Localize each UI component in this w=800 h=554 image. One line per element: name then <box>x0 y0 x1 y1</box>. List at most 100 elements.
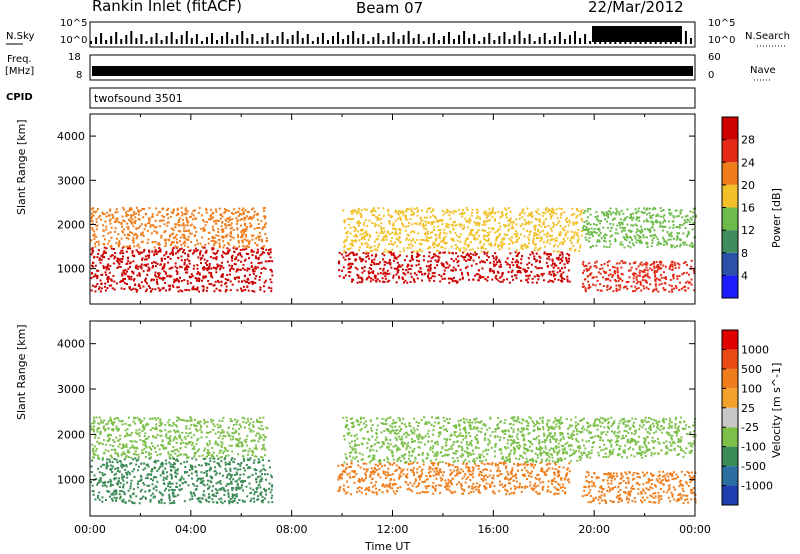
echo-cell <box>254 491 257 494</box>
echo-cell <box>91 227 94 230</box>
echo-cell <box>426 233 429 236</box>
nsky-bar <box>538 37 541 44</box>
echo-cell <box>683 222 686 225</box>
echo-cell <box>451 280 454 283</box>
echo-cell <box>239 441 242 444</box>
echo-cell <box>120 225 123 228</box>
echo-cell <box>566 275 569 278</box>
ytick-label: 3000 <box>57 174 85 187</box>
echo-cell <box>426 247 429 250</box>
echo-cell <box>371 271 374 274</box>
echo-cell <box>568 280 571 283</box>
echo-cell <box>399 229 402 232</box>
echo-cell <box>461 277 464 280</box>
echo-cell <box>208 263 211 266</box>
echo-cell <box>195 217 198 220</box>
echo-cell <box>188 419 191 422</box>
echo-cell <box>512 264 515 267</box>
echo-cell <box>243 222 246 225</box>
colorbar-tick-label: 1000 <box>741 343 769 356</box>
echo-cell <box>418 260 421 263</box>
echo-cell <box>373 248 376 251</box>
echo-cell <box>548 272 551 275</box>
freq-bottom-tick: 8 <box>76 70 83 81</box>
echo-cell <box>516 254 519 257</box>
echo-cell <box>117 233 120 236</box>
echo-cell <box>446 209 449 212</box>
echo-cell <box>386 230 389 233</box>
echo-cell <box>175 238 178 241</box>
echo-cell <box>515 259 518 262</box>
echo-cell <box>380 230 383 233</box>
echo-cell <box>227 495 230 498</box>
echo-cell <box>205 289 208 292</box>
echo-cell <box>177 257 180 260</box>
echo-cell <box>531 215 534 218</box>
echo-cell <box>147 266 150 269</box>
echo-cell <box>209 460 212 463</box>
echo-cell <box>178 223 181 226</box>
echo-cell <box>224 227 227 230</box>
echo-cell <box>242 489 245 492</box>
echo-cell <box>671 265 674 268</box>
echo-cell <box>135 237 138 240</box>
echo-cell <box>484 213 487 216</box>
echo-cell <box>115 218 118 221</box>
echo-cell <box>357 276 360 279</box>
echo-cell <box>236 468 239 471</box>
echo-cell <box>90 471 93 474</box>
echo-cell <box>394 230 397 233</box>
echo-cell <box>375 262 378 265</box>
echo-cell <box>231 501 234 504</box>
echo-cell <box>601 267 604 270</box>
echo-cell <box>132 271 135 274</box>
echo-cell <box>146 484 149 487</box>
echo-cell <box>668 284 671 287</box>
nsky-bar <box>316 37 319 44</box>
echo-cell <box>605 246 608 249</box>
echo-cell <box>118 477 121 480</box>
echo-cell <box>198 290 201 293</box>
echo-cell <box>262 285 265 288</box>
echo-cell <box>204 243 207 246</box>
echo-cell <box>600 289 603 292</box>
echo-cell <box>255 488 258 491</box>
echo-cell <box>212 244 215 247</box>
nsky-bar <box>437 40 440 44</box>
echo-cell <box>415 264 418 267</box>
echo-cell <box>166 437 169 440</box>
echo-cell <box>524 271 527 274</box>
echo-cell <box>657 290 660 293</box>
echo-cell <box>110 236 113 239</box>
echo-cell <box>152 224 155 227</box>
echo-cell <box>390 252 393 255</box>
echo-cell <box>376 278 379 281</box>
echo-cell <box>181 290 184 293</box>
nsky-bar <box>337 32 340 44</box>
echo-cell <box>410 239 413 242</box>
echo-cell <box>244 209 247 212</box>
echo-cell <box>154 436 157 439</box>
echo-cell <box>668 235 671 238</box>
echo-cell <box>388 279 391 282</box>
nsky-bar <box>574 31 576 44</box>
echo-cell <box>521 245 524 248</box>
echo-cell <box>106 489 109 492</box>
echo-cell <box>546 265 549 268</box>
echo-cell <box>635 224 638 227</box>
echo-cell <box>419 267 422 270</box>
echo-cell <box>485 258 488 261</box>
echo-cell <box>672 226 675 229</box>
echo-cell <box>438 228 441 231</box>
echo-cell <box>122 206 125 209</box>
echo-cell <box>408 238 411 241</box>
echo-cell <box>629 213 632 216</box>
echo-cell <box>195 474 198 477</box>
echo-cell <box>96 483 99 486</box>
echo-cell <box>427 237 430 240</box>
echo-cell <box>616 266 619 269</box>
echo-cell <box>131 470 134 473</box>
echo-cell <box>109 245 112 248</box>
echo-cell <box>398 210 401 213</box>
echo-cell <box>252 488 255 491</box>
